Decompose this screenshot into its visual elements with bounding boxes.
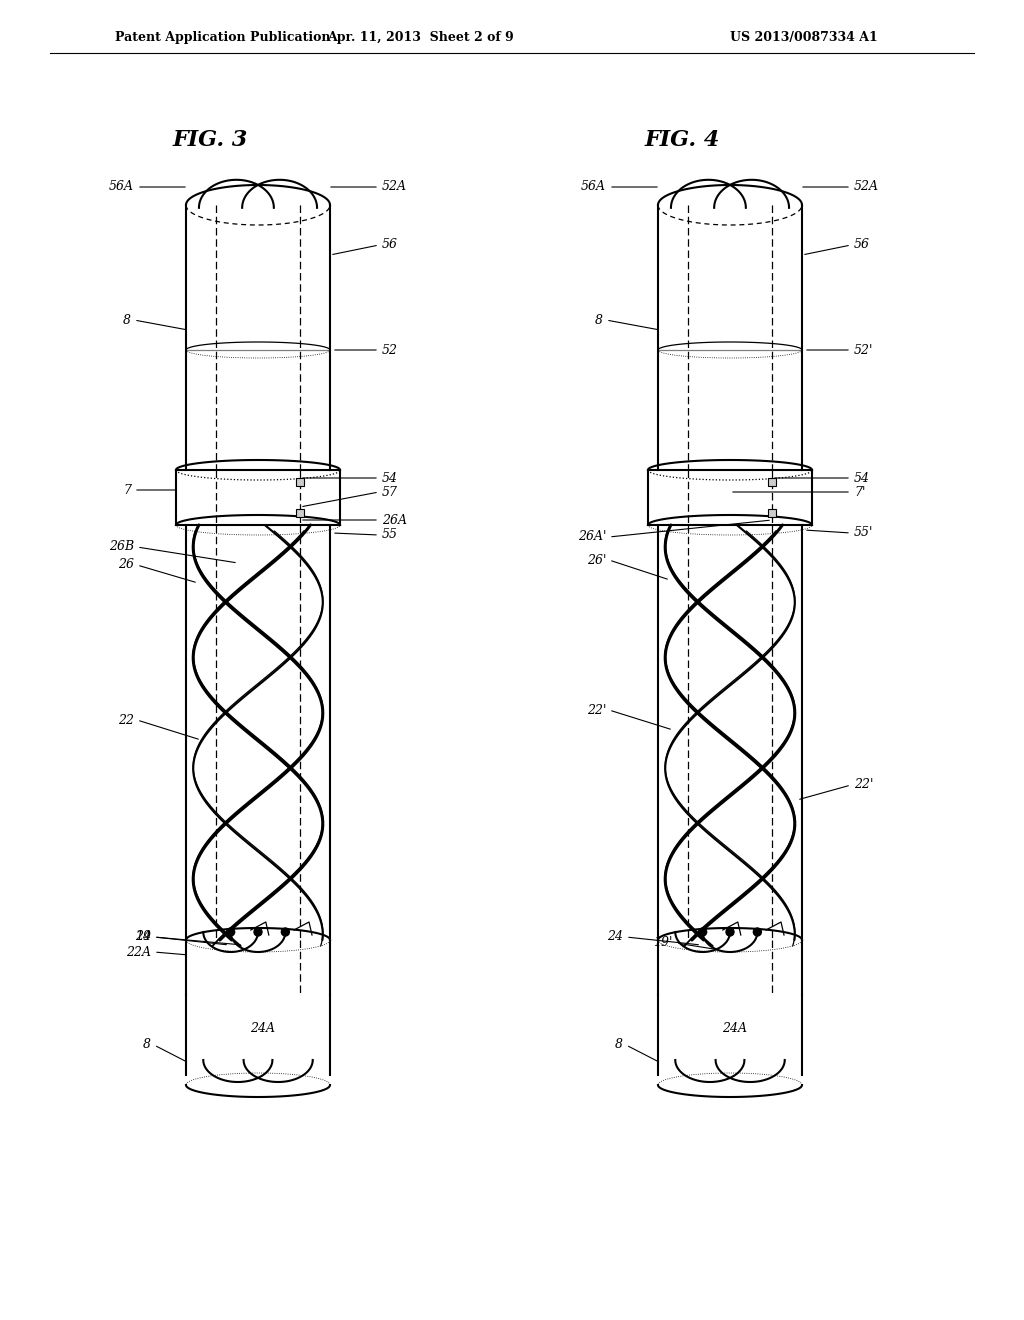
Text: 22: 22 bbox=[118, 714, 134, 726]
Text: 8: 8 bbox=[595, 314, 603, 326]
Bar bbox=[768, 510, 776, 517]
Text: 52: 52 bbox=[382, 343, 398, 356]
Text: 26': 26' bbox=[587, 553, 606, 566]
Text: 54: 54 bbox=[382, 471, 398, 484]
Bar bbox=[296, 478, 304, 486]
Text: 24A: 24A bbox=[251, 1022, 275, 1035]
Text: 26: 26 bbox=[118, 558, 134, 572]
Circle shape bbox=[754, 928, 762, 936]
Text: 22': 22' bbox=[587, 704, 606, 717]
Circle shape bbox=[226, 928, 234, 936]
Text: 24: 24 bbox=[135, 931, 151, 944]
Text: 55: 55 bbox=[382, 528, 398, 541]
Circle shape bbox=[254, 928, 262, 936]
Circle shape bbox=[726, 928, 734, 936]
Text: FIG. 3: FIG. 3 bbox=[173, 129, 249, 150]
Text: 26A': 26A' bbox=[578, 531, 606, 544]
Text: US 2013/0087334 A1: US 2013/0087334 A1 bbox=[730, 30, 878, 44]
Text: Apr. 11, 2013  Sheet 2 of 9: Apr. 11, 2013 Sheet 2 of 9 bbox=[327, 30, 513, 44]
Text: 26A: 26A bbox=[382, 513, 407, 527]
Circle shape bbox=[282, 928, 290, 936]
Text: 55': 55' bbox=[854, 527, 873, 540]
Text: 52A: 52A bbox=[854, 181, 879, 194]
Text: 24A: 24A bbox=[723, 1022, 748, 1035]
Text: 56: 56 bbox=[382, 239, 398, 252]
Text: 22A: 22A bbox=[126, 945, 151, 958]
Circle shape bbox=[698, 928, 707, 936]
Bar bbox=[296, 510, 304, 517]
Bar bbox=[768, 478, 776, 486]
Text: 8: 8 bbox=[615, 1039, 623, 1052]
Text: 8: 8 bbox=[143, 1039, 151, 1052]
Text: 56A: 56A bbox=[109, 181, 134, 194]
Text: 7: 7 bbox=[123, 483, 131, 496]
Text: 7': 7' bbox=[854, 486, 865, 499]
Text: 52A: 52A bbox=[382, 181, 407, 194]
Text: 19: 19 bbox=[135, 931, 151, 944]
Text: 24: 24 bbox=[607, 931, 623, 944]
Text: 56A: 56A bbox=[581, 181, 606, 194]
Text: 19': 19' bbox=[653, 936, 673, 949]
Text: 8: 8 bbox=[123, 314, 131, 326]
Text: 22': 22' bbox=[854, 779, 873, 792]
Text: 52': 52' bbox=[854, 343, 873, 356]
Text: 26B: 26B bbox=[109, 540, 134, 553]
Text: 57: 57 bbox=[382, 486, 398, 499]
Text: FIG. 4: FIG. 4 bbox=[645, 129, 720, 150]
Text: 54: 54 bbox=[854, 471, 870, 484]
Text: 56: 56 bbox=[854, 239, 870, 252]
Text: Patent Application Publication: Patent Application Publication bbox=[115, 30, 331, 44]
